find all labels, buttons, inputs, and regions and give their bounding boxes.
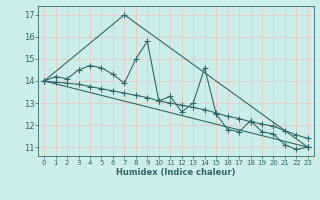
X-axis label: Humidex (Indice chaleur): Humidex (Indice chaleur) [116, 168, 236, 177]
